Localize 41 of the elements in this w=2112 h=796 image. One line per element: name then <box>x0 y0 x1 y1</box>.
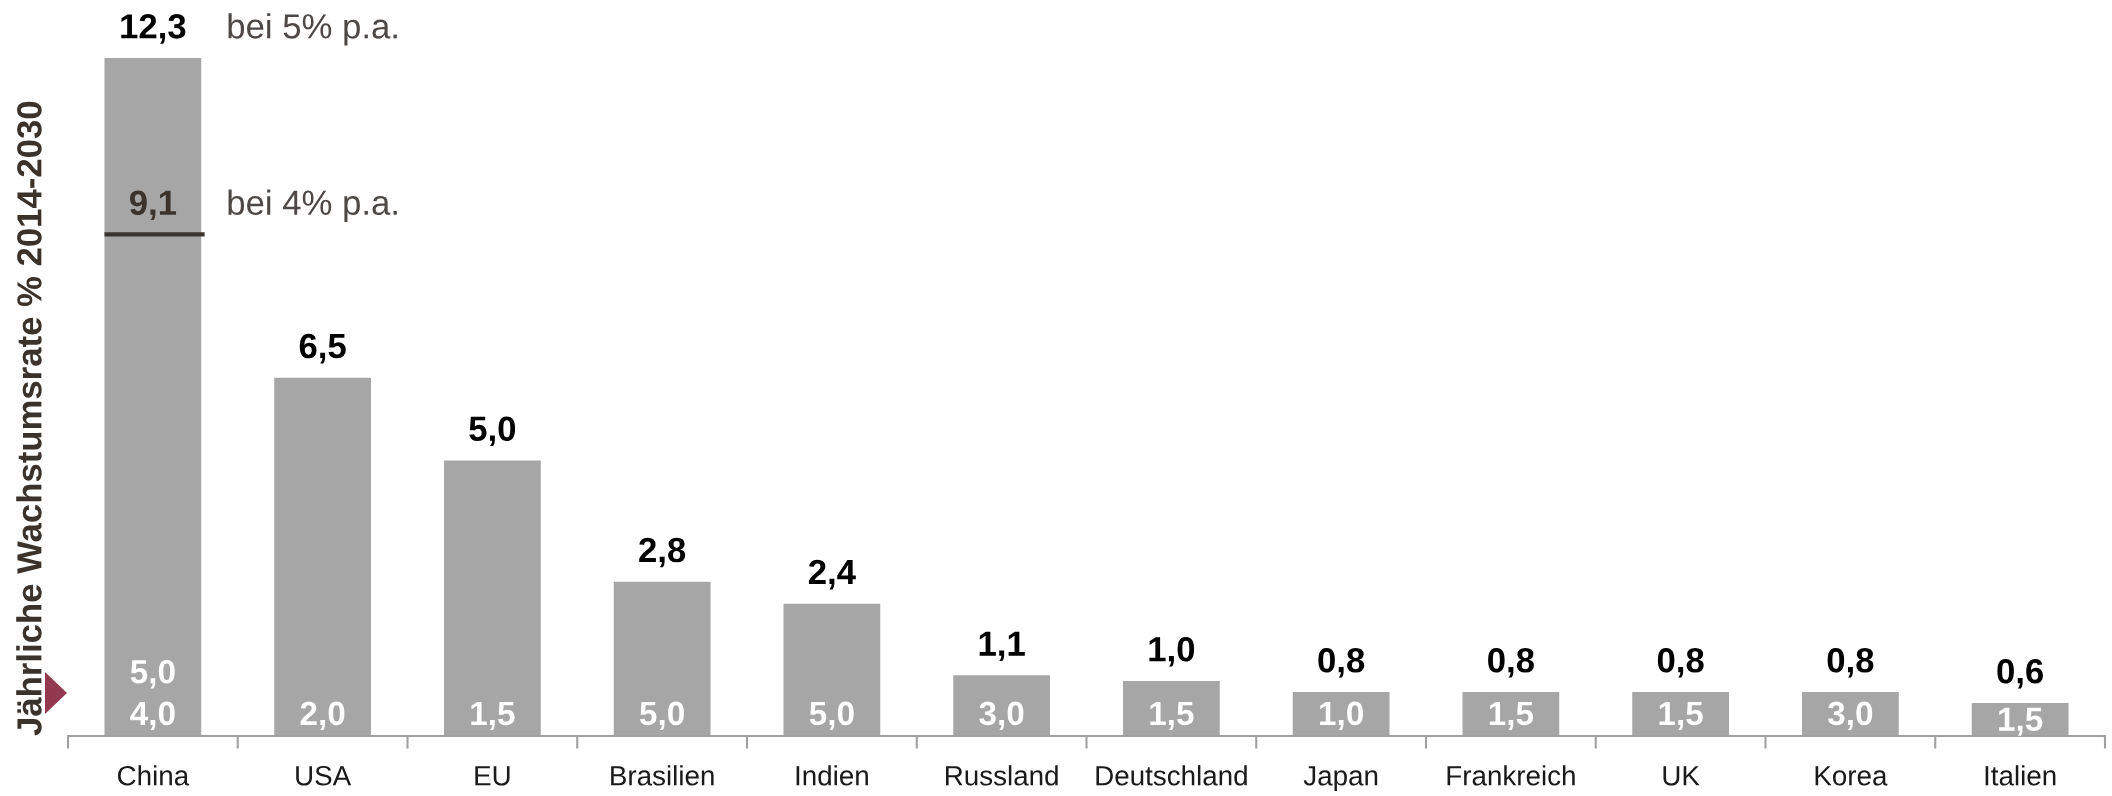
annotation: bei 5% p.a. <box>228 13 397 46</box>
data-label: 0,8 <box>1318 647 1365 678</box>
data-label: 6,5 <box>299 333 346 364</box>
annotation: 1,5 <box>1150 701 1194 731</box>
x-tick-label: Frankreich <box>1447 765 1575 786</box>
annotation: 1,5 <box>1489 701 1534 731</box>
annotation: 5,0 <box>639 701 684 731</box>
data-label: 0,8 <box>1488 647 1534 678</box>
annotation: 3,0 <box>1827 701 1873 731</box>
annotation: 1,0 <box>1320 701 1363 731</box>
x-tick-label: Brasilien <box>611 765 714 786</box>
annotation: 5,0 <box>809 701 854 731</box>
annotation: 4,0 <box>130 701 175 731</box>
data-label: 1,0 <box>1149 636 1195 667</box>
data-label: 12,3 <box>121 14 186 44</box>
x-tick-label: China <box>118 765 190 786</box>
x-tick-label: EU <box>475 766 510 786</box>
data-label: 5,0 <box>469 416 516 447</box>
annotation: 1,5 <box>1659 701 1703 731</box>
x-tick-label: Japan <box>1303 766 1378 792</box>
annotation: 1,5 <box>1999 707 2043 736</box>
x-tick-label: Italien <box>1985 765 2056 786</box>
y-axis-title: Jährliche Wachstumsrate % 2014-2030 <box>16 101 42 736</box>
x-tick-label: USA <box>296 765 352 786</box>
data-label: 0,8 <box>1827 647 1874 678</box>
ref-line-label: 9,1 <box>129 190 177 221</box>
data-label: 0,8 <box>1657 647 1704 678</box>
data-label: 1,1 <box>979 631 1025 662</box>
x-tick-label: Korea <box>1815 766 1888 786</box>
data-label: 2,8 <box>639 537 686 568</box>
x-tick-label: UK <box>1663 766 1700 786</box>
annotation: 1,5 <box>471 701 515 731</box>
x-tick-label: Deutschland <box>1096 765 1247 786</box>
x-tick-label: Indien <box>796 765 868 786</box>
annotation: bei 4% p.a. <box>228 189 397 222</box>
annotation: 3,0 <box>979 701 1024 731</box>
x-tick-label: Russland <box>946 765 1058 786</box>
annotation: 2,0 <box>300 701 345 731</box>
annotation: 5,0 <box>130 659 175 689</box>
data-label: 0,6 <box>1997 658 2044 689</box>
data-label: 2,4 <box>808 559 856 590</box>
